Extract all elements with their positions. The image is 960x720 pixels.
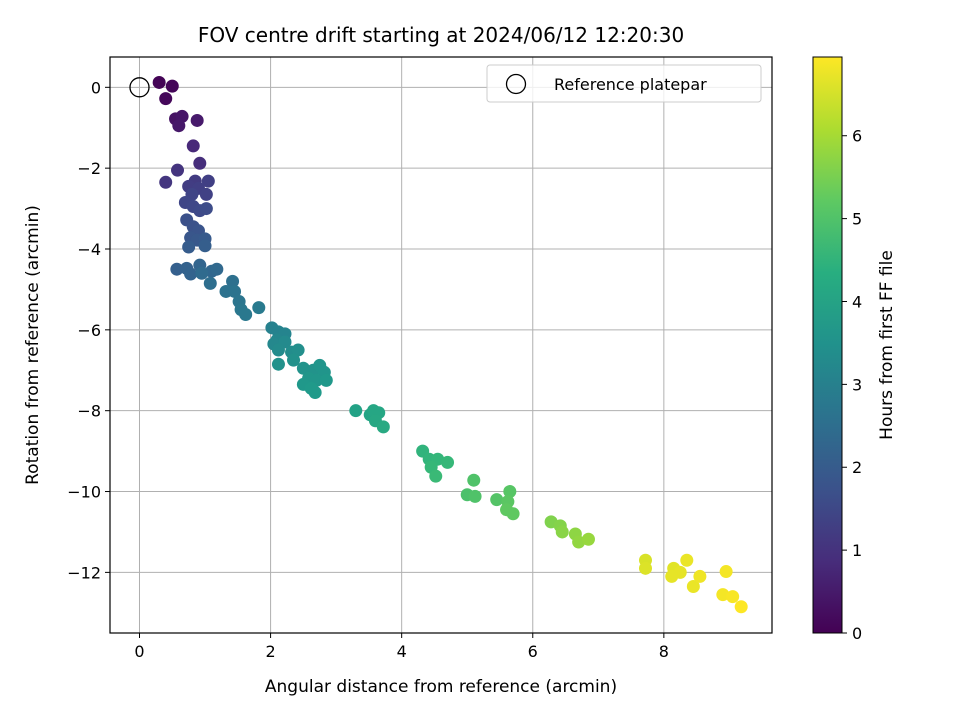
data-point [726,590,740,604]
x-tick-label: 0 [134,642,144,661]
y-tick-label: −2 [77,159,101,178]
colorbar-tick-label: 2 [852,458,862,477]
data-point [693,569,707,583]
data-point [716,588,730,602]
x-axis-label: Angular distance from reference (arcmin) [265,677,617,697]
data-point [239,307,253,321]
data-point [441,455,455,469]
data-point [319,373,333,387]
data-point [190,113,204,127]
data-point [555,525,569,539]
reference-point [129,77,150,98]
y-tick-label: −6 [77,321,101,340]
plot-frame [109,56,773,634]
data-point [172,119,186,133]
data-point [210,262,224,276]
x-tick-label: 4 [397,642,407,661]
data-point [170,262,184,276]
data-point [199,202,213,216]
data-point [159,92,173,106]
data-point [228,284,242,298]
y-tick-label: −4 [77,240,101,259]
data-point [680,553,694,567]
data-point [686,580,700,594]
data-point [581,532,595,546]
chart-title: FOV centre drift starting at 2024/06/12 … [198,23,684,47]
data-point [271,357,285,371]
y-tick-label: −8 [77,402,101,421]
x-tick-label: 8 [659,642,669,661]
legend-entry: Reference platepar [554,75,707,94]
colorbar: 0 1 2 3 4 5 6 Hours from first FF file [812,56,897,643]
data-point [490,493,504,507]
y-axis-label: Rotation from reference (arcmin) [23,205,43,485]
colorbar-tick-label: 5 [852,210,862,229]
colorbar-tick-label: 6 [852,127,862,146]
data-point [203,276,217,290]
legend-marker [505,73,527,95]
data-point [165,79,179,93]
data-point [226,274,240,288]
colorbar-tick-label: 0 [852,624,862,643]
data-point [506,507,520,521]
data-point [291,343,305,357]
data-point [159,175,173,189]
data-point [296,361,310,375]
data-point [199,187,213,201]
data-point [184,267,198,281]
data-point [152,75,166,89]
data-point [186,139,200,153]
legend-box [486,64,762,103]
data-point [252,301,266,315]
grid [110,57,772,633]
data-point [287,353,301,367]
reference-marker [129,77,150,98]
data-point [503,485,517,499]
data-point [198,239,212,253]
data-points [152,75,748,614]
colorbar-gradient [812,56,843,634]
x-tick-label: 6 [528,642,538,661]
data-point [429,469,443,483]
data-point [719,565,733,579]
colorbar-label: Hours from first FF file [877,250,897,440]
y-axis-ticks: 0 −2 −4 −6 −8 −10 −12 [67,78,110,582]
y-tick-label: −10 [67,483,101,502]
data-point [638,561,652,575]
colorbar-tick-label: 4 [852,292,862,311]
data-point [467,473,481,487]
data-point [572,535,586,549]
data-point [182,240,196,254]
data-point [271,343,285,357]
data-point [201,174,215,188]
y-tick-label: −12 [67,563,101,582]
data-point [468,489,482,503]
x-axis-ticks: 0 2 4 6 8 [134,633,669,661]
data-point [195,266,209,280]
data-point [376,420,390,434]
data-point [171,163,185,177]
data-point [665,569,679,583]
data-point [349,404,363,418]
colorbar-ticks: 0 1 2 3 4 5 6 [842,127,862,643]
data-point [734,600,748,614]
data-point [308,385,322,399]
legend: Reference platepar [486,64,762,103]
y-tick-label: 0 [91,78,101,97]
colorbar-tick-label: 3 [852,375,862,394]
colorbar-tick-label: 1 [852,541,862,560]
data-point [193,156,207,170]
x-tick-label: 2 [265,642,275,661]
